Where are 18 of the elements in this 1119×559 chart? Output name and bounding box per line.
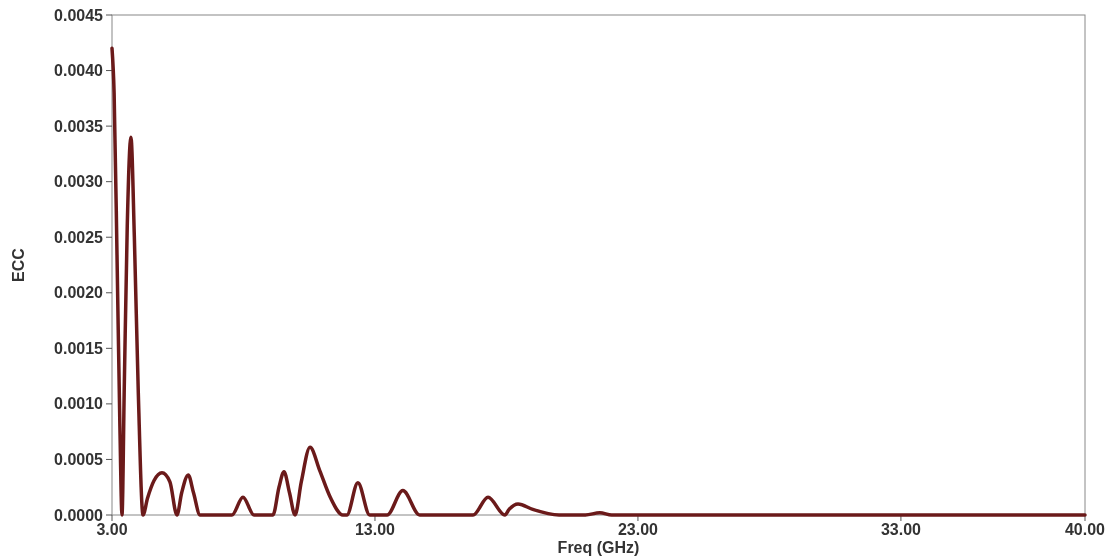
y-tick-label: 0.0025 — [54, 228, 104, 246]
x-axis-title: Freq (GHz) — [557, 539, 640, 556]
x-tick-label: 3.00 — [96, 521, 128, 538]
line-series — [110, 46, 1087, 517]
x-tick-label: 13.00 — [354, 521, 396, 538]
y-tick-label: 0.0000 — [54, 506, 104, 524]
y-tick-label: 0.0045 — [54, 6, 104, 24]
x-tick-label: 33.00 — [880, 521, 922, 538]
y-tick-label: 0.0005 — [54, 451, 104, 469]
y-tick-label: 0.0015 — [54, 339, 104, 357]
y-tick-label: 0.0010 — [54, 395, 104, 413]
y-tick-label: 0.0030 — [54, 173, 104, 191]
x-tick-label: 23.00 — [617, 521, 659, 538]
y-tick-label: 0.0035 — [54, 117, 104, 135]
y-tick-label: 0.0020 — [54, 284, 104, 302]
x-tick-label: 40.00 — [1064, 521, 1106, 538]
y-axis-title: ECC — [10, 247, 27, 282]
y-tick-label: 0.0040 — [54, 62, 104, 80]
